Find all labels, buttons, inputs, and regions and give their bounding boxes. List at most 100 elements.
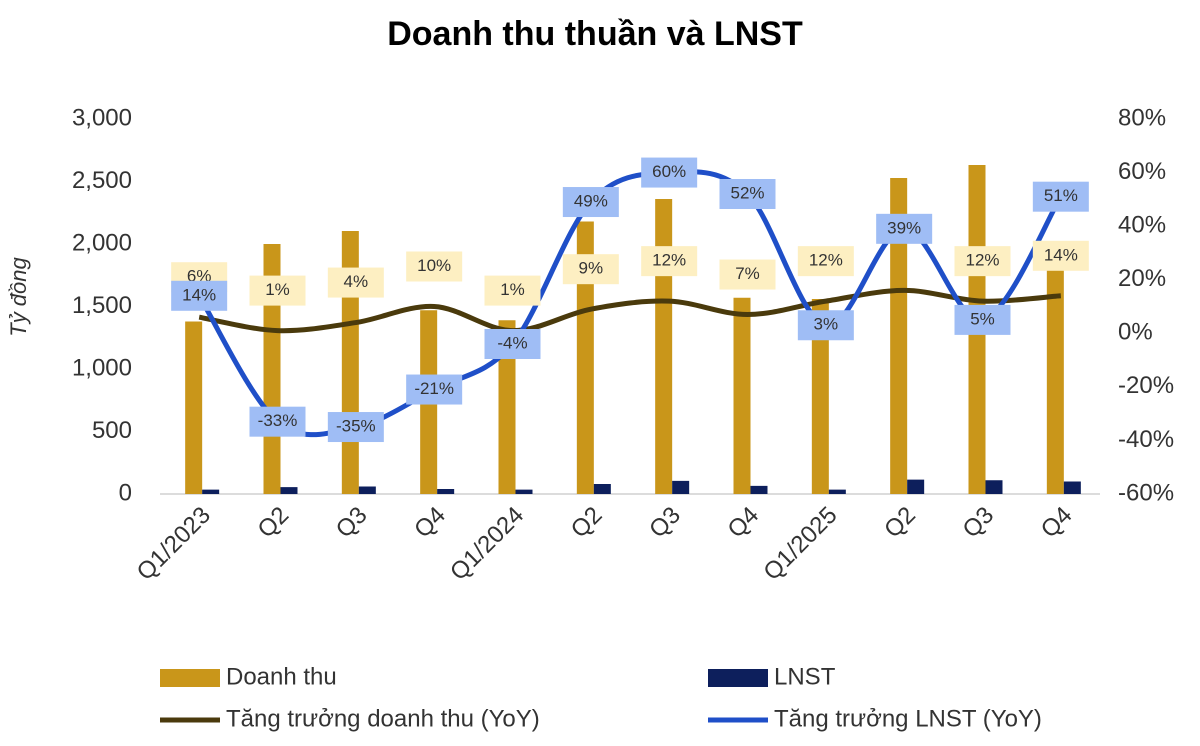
bar xyxy=(655,199,673,494)
data-label-text: 5% xyxy=(970,309,995,328)
data-label-text: 49% xyxy=(574,192,608,211)
data-label-text: 3% xyxy=(814,315,839,334)
data-label-text: -21% xyxy=(414,379,454,398)
legend-label: Tăng trưởng doanh thu (YoY) xyxy=(226,705,540,732)
data-label: 49% xyxy=(562,187,619,218)
data-label: 1% xyxy=(484,275,541,306)
data-label-text: 14% xyxy=(1044,245,1078,264)
bar xyxy=(907,479,925,494)
data-label-text: 10% xyxy=(417,256,451,275)
data-label-bg xyxy=(1032,240,1089,271)
data-label: 14% xyxy=(1032,240,1089,271)
data-label: 10% xyxy=(406,251,463,282)
data-label-text: 9% xyxy=(579,259,604,278)
bar xyxy=(437,489,455,494)
data-label-text: 12% xyxy=(652,251,686,270)
data-label-bg xyxy=(484,329,541,359)
data-label-bg xyxy=(954,304,1011,335)
data-label: 9% xyxy=(562,254,619,285)
data-label: 12% xyxy=(641,246,698,277)
data-label-text: 60% xyxy=(652,162,686,181)
x-tick-label: Q2 xyxy=(566,502,608,544)
y-axis-title: Tỷ đồng xyxy=(6,256,31,336)
x-tick-label: Q1/2025 xyxy=(758,502,842,586)
x-tick-label: Q2 xyxy=(252,502,294,544)
data-label: 3% xyxy=(797,310,854,341)
data-label: 12% xyxy=(954,246,1011,277)
data-label-bg xyxy=(719,179,776,209)
bar xyxy=(202,489,220,494)
data-label-bg xyxy=(797,310,854,341)
y2-tick-label: -40% xyxy=(1118,426,1174,453)
data-label-bg xyxy=(249,275,306,306)
data-label-bg xyxy=(327,267,384,298)
data-label-bg xyxy=(954,246,1011,277)
x-tick-label: Q1/2024 xyxy=(445,502,529,586)
y2-tick-label: 80% xyxy=(1118,104,1166,131)
data-label-bg xyxy=(641,157,698,188)
data-label: 60% xyxy=(641,157,698,188)
bar xyxy=(985,480,1003,494)
x-tick-label: Q4 xyxy=(1036,502,1078,544)
data-label-bg xyxy=(327,412,384,443)
data-label: 51% xyxy=(1032,181,1089,212)
data-label: -21% xyxy=(406,374,463,405)
data-label: 1% xyxy=(249,275,306,306)
data-label-text: -35% xyxy=(336,417,376,436)
y-tick-label: 2,500 xyxy=(72,167,132,194)
data-label: -33% xyxy=(249,406,306,437)
bar xyxy=(672,480,690,494)
data-label-bg xyxy=(249,406,306,437)
data-label-text: 51% xyxy=(1044,186,1078,205)
bar xyxy=(280,487,298,494)
x-tick-label: Q3 xyxy=(331,502,373,544)
data-label-bg xyxy=(562,187,619,218)
data-label-bg xyxy=(406,251,463,282)
data-label-bg xyxy=(562,254,619,285)
data-label-bg xyxy=(171,280,228,311)
data-label-text: 12% xyxy=(965,251,999,270)
bar xyxy=(1046,270,1064,494)
data-label: 39% xyxy=(876,213,933,244)
data-label-bg xyxy=(797,246,854,277)
x-tick-label: Q3 xyxy=(957,502,999,544)
bar xyxy=(750,485,768,494)
x-tick-label: Q4 xyxy=(722,502,764,544)
y-tick-label: 3,000 xyxy=(72,104,132,131)
legend-swatch xyxy=(708,669,768,687)
data-label: -35% xyxy=(327,412,384,443)
data-label: 5% xyxy=(954,304,1011,335)
data-label: 4% xyxy=(327,267,384,298)
data-label-bg xyxy=(719,259,776,290)
legend-swatch xyxy=(160,669,220,687)
bar xyxy=(358,486,376,494)
bar xyxy=(733,297,751,494)
data-label-bg xyxy=(876,213,933,244)
data-label-bg xyxy=(406,374,463,405)
y-tick-label: 2,000 xyxy=(72,229,132,256)
data-label-text: -33% xyxy=(258,411,298,430)
data-label-bg xyxy=(484,275,541,306)
data-label-text: 1% xyxy=(265,280,290,299)
data-label-text: 14% xyxy=(182,285,216,304)
bar xyxy=(1063,481,1081,494)
y2-tick-label: 0% xyxy=(1118,319,1153,346)
x-tick-label: Q2 xyxy=(879,502,921,544)
y2-tick-label: 40% xyxy=(1118,211,1166,238)
data-label: 12% xyxy=(797,246,854,277)
bar xyxy=(890,178,908,494)
x-tick-label: Q3 xyxy=(644,502,686,544)
data-label: -4% xyxy=(484,329,541,359)
data-label-bg xyxy=(1032,181,1089,212)
data-label: 52% xyxy=(719,179,776,209)
data-label-text: 7% xyxy=(735,264,760,283)
data-label-text: 4% xyxy=(344,272,369,291)
x-tick-label: Q1/2023 xyxy=(132,502,216,586)
bar xyxy=(185,321,203,494)
y2-tick-label: 60% xyxy=(1118,158,1166,185)
y-tick-label: 0 xyxy=(119,479,132,506)
y2-tick-label: -20% xyxy=(1118,372,1174,399)
y-tick-label: 1,500 xyxy=(72,292,132,319)
x-tick-label: Q4 xyxy=(409,502,451,544)
